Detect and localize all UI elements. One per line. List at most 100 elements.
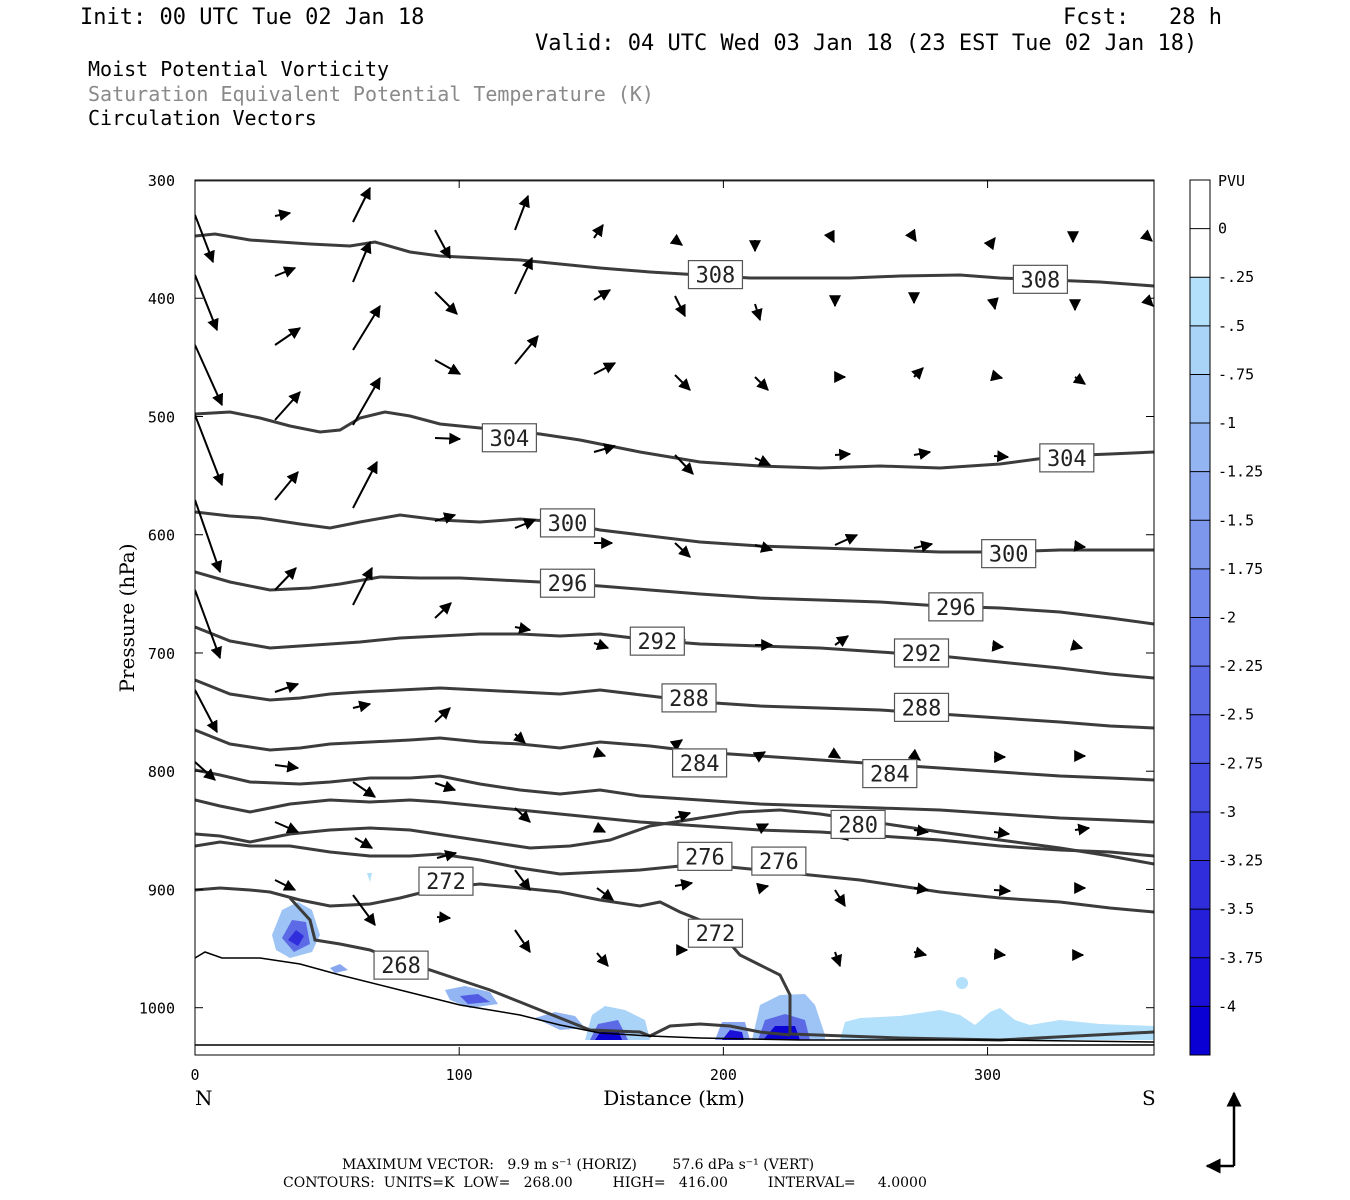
circulation-vector bbox=[195, 414, 224, 487]
reference-vector bbox=[1205, 1091, 1242, 1174]
circulation-vector bbox=[195, 274, 219, 332]
svg-text:280: 280 bbox=[838, 813, 878, 838]
circulation-vector bbox=[1141, 294, 1154, 307]
colorbar-label: -3.75 bbox=[1218, 949, 1263, 967]
circulation-vector bbox=[913, 946, 928, 959]
y-tick-label: 900 bbox=[148, 881, 175, 899]
circulation-vector bbox=[913, 824, 930, 837]
mpv-area bbox=[840, 1008, 1154, 1040]
contour-label: 272 bbox=[418, 866, 474, 896]
contour-label: 292 bbox=[629, 626, 685, 656]
svg-text:272: 272 bbox=[696, 922, 736, 947]
circulation-vector bbox=[352, 376, 381, 426]
circulation-vector bbox=[596, 952, 609, 967]
colorbar-label: -1.5 bbox=[1218, 511, 1254, 529]
circulation-vector bbox=[669, 233, 683, 246]
circulation-vector bbox=[990, 369, 1004, 382]
x-tick-label: 100 bbox=[446, 1066, 473, 1084]
circulation-vector bbox=[993, 826, 1011, 839]
init-time: Init: 00 UTC Tue 02 Jan 18 bbox=[80, 5, 425, 30]
contour-line bbox=[195, 768, 1154, 824]
contour-line bbox=[195, 798, 1154, 858]
circulation-vector bbox=[195, 689, 218, 734]
contour-line bbox=[195, 840, 1154, 914]
contour-line bbox=[288, 896, 791, 1038]
colorbar-swatch bbox=[1190, 520, 1210, 569]
circulation-vector bbox=[593, 289, 612, 301]
colorbar-label: -.75 bbox=[1218, 365, 1254, 383]
circulation-vector bbox=[993, 948, 1007, 960]
circulation-vector bbox=[514, 518, 537, 530]
circulation-vector bbox=[514, 621, 532, 634]
mpv-area bbox=[288, 930, 304, 946]
mpv-area bbox=[367, 873, 372, 882]
forecast-hour: Fcst: 28 h bbox=[1063, 5, 1222, 30]
circulation-vector bbox=[434, 512, 457, 524]
circulation-vector bbox=[195, 499, 223, 574]
x-tick-label: 200 bbox=[710, 1066, 737, 1084]
colorbar-label: -1.25 bbox=[1218, 463, 1263, 481]
circulation-vector bbox=[514, 929, 531, 953]
contour-label: 276 bbox=[677, 841, 733, 871]
circulation-vector bbox=[983, 237, 996, 251]
contour-label: 308 bbox=[1012, 264, 1068, 294]
circulation-vector bbox=[754, 376, 769, 391]
svg-text:288: 288 bbox=[669, 687, 709, 712]
colorbar-label: -2.25 bbox=[1218, 657, 1263, 675]
circulation-vector bbox=[752, 751, 767, 763]
circulation-vector bbox=[755, 823, 770, 835]
circulation-vector bbox=[674, 542, 691, 558]
circulation-vector bbox=[1074, 823, 1091, 836]
colorbar-label: -1.75 bbox=[1218, 560, 1263, 578]
theta-es-contours bbox=[195, 180, 1154, 1042]
circulation-vector bbox=[434, 780, 457, 793]
mpv-area bbox=[330, 964, 348, 973]
circulation-vector bbox=[274, 681, 300, 694]
colorbar-swatch bbox=[1190, 325, 1210, 375]
circulation-vector bbox=[751, 303, 763, 322]
circulation-vector bbox=[195, 589, 222, 660]
colorbar-swatch bbox=[1190, 957, 1210, 1007]
mpv-area bbox=[956, 977, 968, 989]
circulation-vector bbox=[434, 291, 458, 315]
mpv-area bbox=[535, 1012, 585, 1030]
contour-label: 292 bbox=[893, 638, 950, 668]
circulation-vector bbox=[434, 602, 452, 619]
svg-text:276: 276 bbox=[685, 845, 725, 870]
svg-text:308: 308 bbox=[1021, 268, 1061, 293]
circulation-vector bbox=[274, 266, 297, 278]
colorbar-label: -3.25 bbox=[1218, 852, 1263, 870]
circulation-vector bbox=[434, 359, 462, 375]
contour-line bbox=[789, 1030, 1154, 1042]
colorbar-label: -2.5 bbox=[1218, 706, 1254, 724]
circulation-vector bbox=[1069, 639, 1084, 651]
x-axis: 0 100 200 300 bbox=[190, 180, 1001, 1084]
circulation-vector bbox=[593, 638, 610, 651]
contour-label: 280 bbox=[830, 809, 886, 840]
circulation-vectors bbox=[195, 186, 1154, 968]
contour-label: 288 bbox=[893, 692, 950, 722]
circulation-vector bbox=[913, 540, 934, 553]
circulation-vector bbox=[1073, 539, 1087, 552]
contour-label: 284 bbox=[862, 758, 918, 789]
circulation-vector bbox=[514, 335, 539, 365]
y-tick-label: 500 bbox=[148, 408, 175, 426]
contour-label: 284 bbox=[671, 748, 728, 778]
circulation-vector bbox=[905, 228, 917, 242]
circulation-vector bbox=[834, 448, 852, 461]
contour-line bbox=[195, 728, 1154, 782]
terrain-line bbox=[194, 951, 1155, 1043]
contour-label: 304 bbox=[1039, 443, 1095, 473]
circulation-vector bbox=[669, 739, 683, 752]
circulation-vector bbox=[352, 700, 372, 713]
contour-label: 300 bbox=[981, 539, 1037, 569]
colorbar-label: 0 bbox=[1218, 220, 1227, 238]
y-tick-label: 1000 bbox=[139, 1000, 175, 1018]
circulation-vector bbox=[514, 807, 531, 823]
colorbar-swatch bbox=[1190, 374, 1210, 424]
svg-text:284: 284 bbox=[870, 763, 910, 788]
circulation-vector bbox=[593, 362, 617, 375]
colorbar-swatch bbox=[1190, 811, 1210, 861]
circulation-vector bbox=[436, 911, 452, 924]
mpv-area bbox=[722, 1030, 744, 1040]
